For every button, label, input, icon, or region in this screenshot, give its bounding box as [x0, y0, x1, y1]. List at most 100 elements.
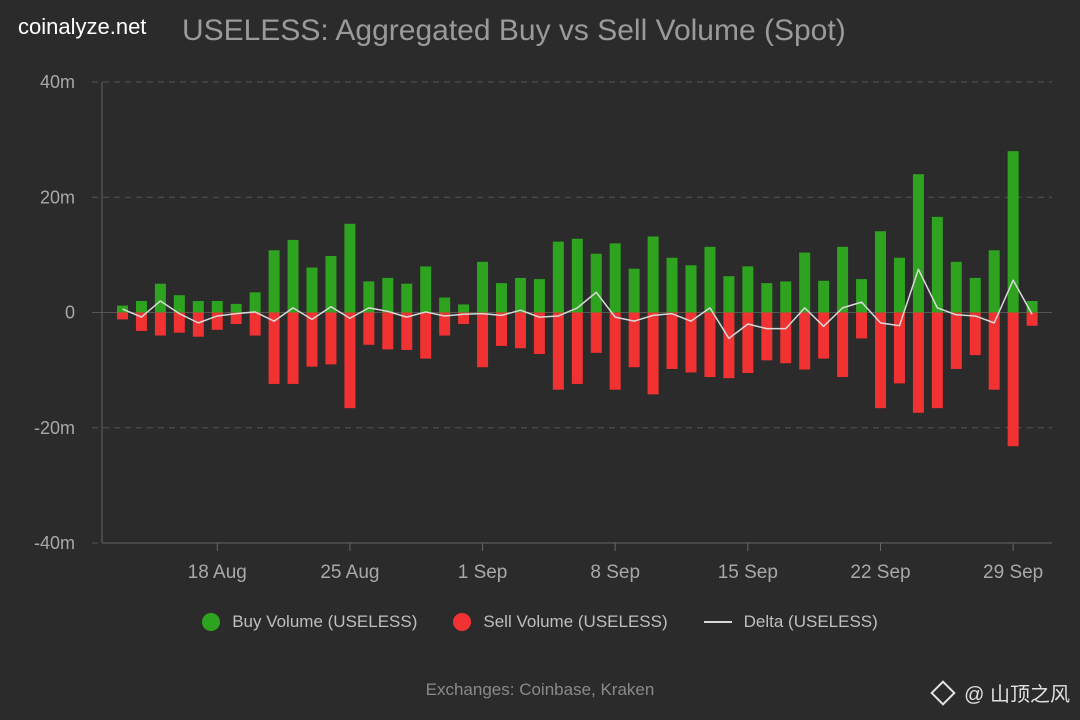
sell-bar — [439, 312, 451, 336]
sell-bar — [742, 312, 754, 374]
buy-bar — [950, 261, 962, 313]
buy-bar — [685, 265, 697, 313]
sell-bar — [912, 312, 924, 413]
buy-bar — [875, 231, 886, 313]
buy-bar — [761, 283, 773, 313]
brand-logo-text[interactable]: coinalyze.net — [18, 14, 147, 39]
buy-bar — [723, 276, 735, 313]
sell-bar — [950, 312, 962, 369]
buy-bar — [268, 250, 280, 313]
buy-bar — [154, 283, 166, 313]
x-tick-label: 25 Aug — [320, 562, 379, 583]
sell-bar — [571, 312, 583, 384]
legend-buy-swatch-icon — [202, 613, 221, 631]
legend-delta-swatch-icon — [703, 621, 732, 623]
buy-bar — [799, 252, 811, 313]
buy-bar — [666, 257, 678, 313]
buy-bar — [969, 277, 981, 313]
x-tick-label: 1 Sep — [458, 562, 508, 583]
sell-bar — [685, 312, 697, 373]
sell-bar — [514, 312, 526, 349]
buy-bar — [1026, 300, 1038, 313]
buy-bar — [496, 283, 507, 313]
legend-item-buy[interactable]: Buy Volume (USELESS) — [202, 612, 417, 632]
buy-bar — [401, 283, 413, 313]
buy-bar — [628, 268, 640, 313]
sell-bar — [875, 312, 886, 409]
buy-bar — [742, 266, 754, 313]
sell-bar — [249, 312, 261, 336]
buy-bar — [609, 243, 621, 313]
sell-bar — [666, 312, 678, 369]
sell-bar — [325, 312, 337, 365]
sell-bar — [344, 312, 356, 409]
buy-bar — [382, 277, 394, 313]
sell-bar — [496, 312, 507, 346]
sell-bar — [1007, 312, 1019, 447]
buy-bar — [533, 279, 545, 313]
y-tick-label: 0 — [65, 303, 75, 323]
legend-delta-label: Delta (USELESS) — [743, 612, 878, 631]
x-tick-label: 18 Aug — [188, 562, 247, 583]
sell-bar — [363, 312, 375, 345]
buy-bar — [647, 236, 659, 313]
sell-bar — [117, 312, 128, 320]
sell-bar — [609, 312, 621, 390]
sell-bar — [931, 312, 943, 409]
sell-bar — [628, 312, 640, 368]
x-tick-label: 8 Sep — [590, 562, 640, 583]
delta-line — [122, 268, 1033, 340]
buy-bar — [818, 280, 830, 313]
x-tick-label: 22 Sep — [850, 562, 910, 583]
legend-buy-label: Buy Volume (USELESS) — [232, 612, 418, 631]
x-tick-label: 29 Sep — [983, 562, 1043, 583]
buy-bar — [931, 216, 943, 313]
chart-canvas: 40m 20m 0 -20m -40m 18 Aug 25 Aug 1 Sep 8 Sep 15 … — [34, 72, 1052, 583]
legend-sell-swatch-icon — [453, 613, 472, 631]
buy-bar — [477, 261, 489, 313]
y-tick-label: -20m — [34, 418, 75, 438]
buy-bar — [173, 295, 185, 313]
sell-bar — [856, 312, 868, 339]
buy-bar — [249, 292, 261, 313]
sell-bar — [1026, 312, 1038, 326]
buy-bar — [117, 305, 128, 313]
buy-bar — [552, 241, 564, 313]
buy-bar — [1007, 151, 1019, 313]
y-tick-label: 20m — [40, 187, 75, 207]
buy-bar — [704, 246, 716, 313]
buy-bar — [363, 281, 375, 313]
buy-bar — [912, 174, 924, 313]
buy-bar — [344, 223, 356, 313]
sell-bar — [287, 312, 299, 384]
sell-bar — [192, 312, 204, 337]
sell-bar — [647, 312, 659, 395]
buy-bar — [287, 239, 299, 313]
y-tick-label: -40m — [34, 533, 75, 553]
sell-bar — [382, 312, 394, 350]
sell-bar — [837, 312, 849, 378]
legend-item-delta[interactable]: Delta (USELESS) — [703, 612, 878, 632]
sell-bar — [173, 312, 185, 333]
buy-bar — [135, 300, 147, 313]
watermark-text: @ 山顶之风 — [964, 684, 1070, 706]
buy-bar — [439, 297, 451, 313]
sell-bar — [401, 312, 413, 350]
buy-bar — [192, 300, 204, 313]
y-tick-label: 40m — [40, 72, 75, 92]
buy-bar — [211, 300, 223, 313]
exchanges-footer: Exchanges: Coinbase, Kraken — [425, 680, 655, 699]
buy-bar — [590, 253, 602, 313]
buy-bar — [514, 277, 526, 313]
legend-sell-label: Sell Volume (USELESS) — [483, 612, 668, 631]
sell-bar — [969, 312, 981, 356]
legend: Buy Volume (USELESS) Sell Volume (USELES… — [0, 612, 1080, 632]
sell-bar — [306, 312, 318, 367]
buy-bar — [458, 304, 470, 313]
legend-item-sell[interactable]: Sell Volume (USELESS) — [453, 612, 668, 632]
sell-bar — [590, 312, 602, 353]
buy-bar — [325, 256, 337, 313]
sell-bar — [420, 312, 432, 359]
sell-bar — [799, 312, 811, 370]
sell-bar — [818, 312, 830, 359]
